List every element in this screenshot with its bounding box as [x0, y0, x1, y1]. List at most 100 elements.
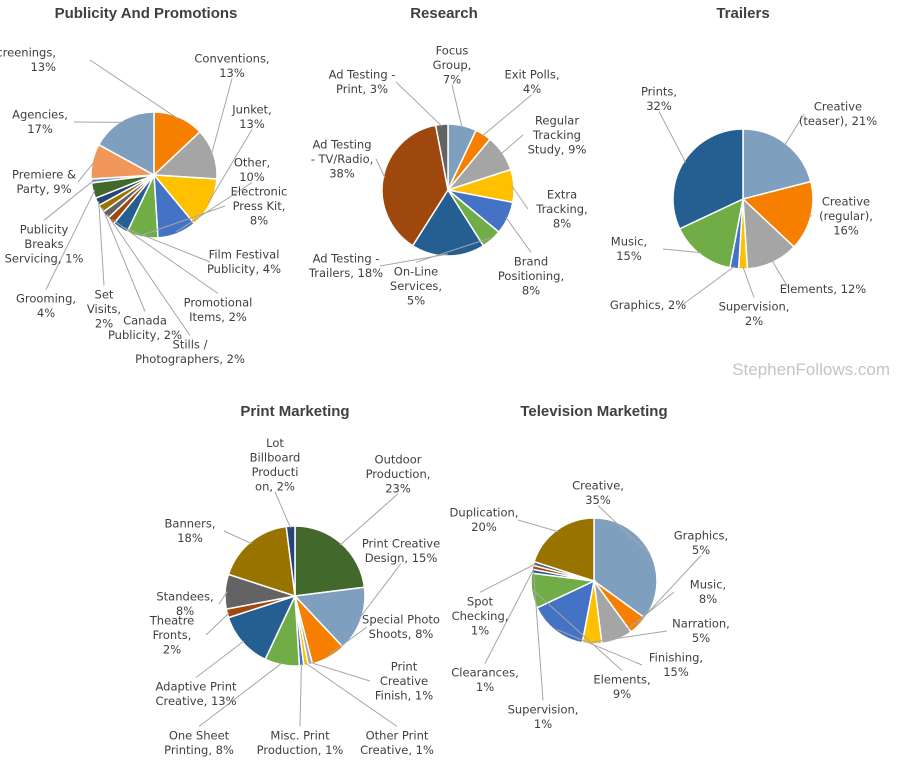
slice-label-line: Prints,	[641, 85, 677, 99]
leader-line	[106, 213, 191, 336]
slice-label-line: 1%	[476, 680, 494, 694]
leader-line	[207, 129, 253, 203]
leader-line	[662, 248, 702, 254]
slice-label: Graphics, 2%	[610, 298, 686, 312]
slice-label-line: Grooming,	[16, 292, 76, 306]
slice-label: Theatre Fronts, 2%	[149, 613, 195, 656]
slice-label: Clearances, 1%	[451, 666, 518, 695]
slice-label: Exit Polls, 4%	[504, 68, 559, 97]
slice-label-line: Theatre	[149, 613, 195, 627]
slice-label: Conventions, 13%	[194, 52, 269, 81]
slice-label-line: 8%	[553, 216, 571, 230]
slice-label-line: Graphics, 2%	[610, 298, 686, 312]
leader-line	[742, 266, 755, 298]
slice-label-line: Exit Polls,	[504, 68, 559, 82]
slice-label-line: Set	[95, 287, 114, 301]
pie-slice-creative	[593, 517, 658, 620]
slice-label: Extra Tracking, 8%	[535, 187, 588, 230]
slice-label-line: Publicity, 2%	[108, 328, 182, 342]
slice-label-line: Junket,	[231, 103, 271, 117]
slice-label-line: Elements,	[593, 673, 650, 687]
pie-slice-lot-billboard-production	[285, 525, 296, 597]
slice-label-line: Music,	[690, 578, 726, 592]
slice-label-line: 8%	[250, 213, 268, 227]
slice-label: Agencies, 17%	[12, 108, 68, 137]
leader-line	[415, 237, 491, 263]
slice-label-line: 20%	[471, 520, 497, 534]
leader-line	[533, 571, 544, 701]
slice-label-line: Creative, 1%	[360, 743, 434, 757]
leader-line	[556, 628, 643, 666]
slice-label-line: Supervision,	[719, 300, 790, 314]
slice-label-line: Ad Testing	[312, 137, 371, 151]
slice-label: Misc. Print Production, 1%	[257, 729, 344, 758]
chart-title: Publicity And Promotions	[55, 5, 238, 22]
slice-label: Regular Tracking Study, 9%	[528, 113, 587, 156]
slice-label-line: Creative	[814, 100, 862, 114]
pie-slices	[530, 517, 658, 645]
leader-line	[592, 630, 668, 643]
slice-label: Creative (teaser), 21%	[799, 100, 877, 129]
leader-line	[358, 563, 402, 620]
slice-label-line: Group,	[433, 58, 472, 72]
leader-line	[395, 81, 443, 127]
leader-line	[142, 205, 226, 236]
leader-line	[205, 612, 230, 636]
leader-line	[379, 253, 449, 267]
slice-label-line: Printing, 8%	[164, 743, 234, 757]
slice-label-line: Visits,	[87, 302, 121, 316]
slice-label-line: 2%	[163, 642, 181, 656]
chart-title: Trailers	[716, 5, 769, 22]
leader-line	[305, 662, 398, 727]
slice-label-line: Production, 1%	[257, 743, 344, 757]
pie-slice-outdoor-production	[294, 525, 366, 597]
slice-label-line: 15%	[616, 249, 642, 263]
slice-label-line: 18%	[177, 531, 203, 545]
slice-label-line: Design, 15%	[365, 551, 438, 565]
leader-line	[327, 626, 368, 656]
slice-label: Ad Testing - TV/Radio, 38%	[311, 137, 374, 180]
slice-label-line: Breaks	[24, 237, 63, 251]
slice-label-line: (regular),	[819, 209, 873, 223]
slice-label-line: Print Creative	[362, 537, 440, 551]
leader-line	[500, 134, 524, 155]
slice-label-line: Screenings,	[0, 46, 56, 60]
slice-label-line: Regular	[535, 113, 579, 127]
slice-label-line: Graphics,	[674, 529, 728, 543]
slice-label-line: Promotional	[184, 296, 253, 310]
slice-label-line: Shoots, 8%	[369, 627, 434, 641]
slice-label-line: Publicity, 4%	[207, 262, 281, 276]
pie-chart-trailers: Trailers Creative (teaser), 21%Creative (r…	[610, 5, 877, 328]
slice-label-line: 8%	[176, 604, 194, 618]
slice-label-line: 4%	[523, 82, 541, 96]
slice-labels: Outdoor Production, 23%Print Creative Desig…	[149, 436, 440, 757]
slice-label-line: Other,	[234, 156, 270, 170]
slice-label-line: Finishing,	[649, 651, 703, 665]
leader-line	[218, 591, 228, 605]
slice-label: Creative (regular), 16%	[819, 194, 873, 237]
slice-label: Creative, 35%	[572, 479, 624, 508]
leader-line	[771, 260, 790, 290]
pie-slice-prints	[672, 128, 744, 230]
slice-labels: Screenings,13%Conventions,13%Junket,13%O…	[0, 46, 287, 367]
slice-label: Narration, 5%	[672, 617, 730, 646]
pie-slices	[224, 525, 366, 667]
slice-label-line: Spot	[467, 594, 494, 608]
leader-line	[98, 200, 105, 286]
slice-label-line: 2%	[95, 316, 113, 330]
slice-label-line: 4%	[37, 306, 55, 320]
slice-label-line: on, 2%	[255, 480, 295, 494]
slice-label-line: Creative,	[572, 479, 624, 493]
slice-label: Music, 15%	[611, 235, 647, 264]
watermark-text: StephenFollows.com	[732, 360, 890, 379]
slice-label: Screenings,13%	[0, 46, 56, 75]
slice-label-line: - TV/Radio,	[311, 152, 374, 166]
slice-label: Other Print Creative, 1%	[360, 729, 434, 758]
slice-label: Supervision, 2%	[719, 300, 790, 329]
pie-slice-ad-testing-trailers	[411, 188, 485, 257]
slice-label-line: Photographers, 2%	[135, 352, 245, 366]
slice-label-line: Other Print	[366, 729, 429, 743]
slice-label-line: Narration,	[672, 617, 730, 631]
slice-label-line: Elements, 12%	[780, 282, 867, 296]
leader-line	[198, 662, 283, 727]
